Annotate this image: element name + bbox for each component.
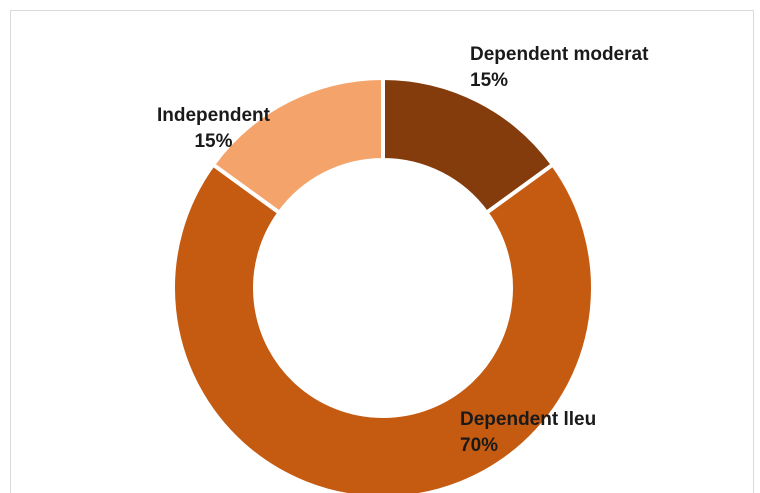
slice-label-dependent-lleu-name: Dependent lleu bbox=[460, 409, 597, 430]
slice-label-dependent-moderat: Dependent moderat 15% bbox=[470, 42, 648, 94]
slice-label-dependent-lleu-value: 70% bbox=[460, 435, 499, 456]
slice-label-dependent-moderat-name: Dependent moderat bbox=[470, 44, 649, 65]
donut-slice-independent bbox=[210, 75, 385, 216]
donut-slice-dependent-lleu bbox=[171, 161, 595, 493]
slice-label-independent-value: 15% bbox=[194, 131, 233, 152]
slice-label-dependent-lleu: Dependent lleu 70% bbox=[460, 407, 596, 459]
slice-label-independent: Independent 15% bbox=[157, 103, 270, 155]
donut-slices bbox=[171, 75, 595, 493]
slice-label-dependent-moderat-value: 15% bbox=[470, 70, 509, 91]
slice-label-independent-name: Independent bbox=[157, 105, 270, 126]
